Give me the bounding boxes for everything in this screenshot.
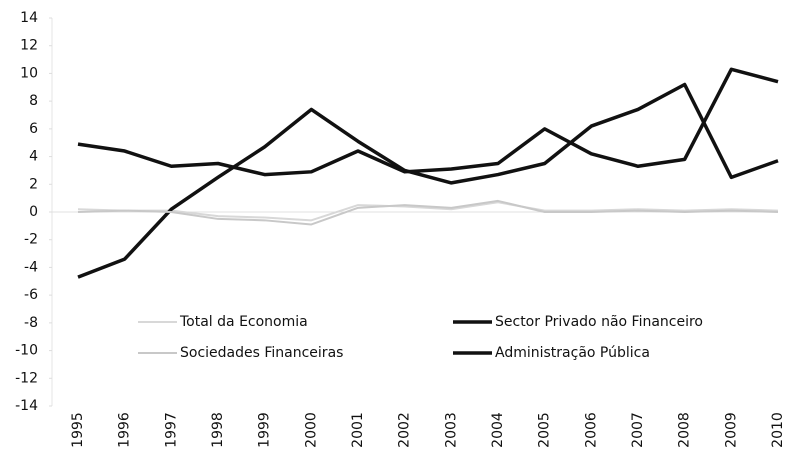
x-tick-label: 2010 — [770, 412, 786, 448]
x-tick-label: 2007 — [630, 412, 646, 448]
series-line — [77, 199, 779, 226]
x-tick-label: 2006 — [583, 412, 599, 448]
y-tick-label: 6 — [29, 121, 38, 137]
y-tick-label: -6 — [24, 287, 38, 303]
y-tick-label: 14 — [20, 10, 38, 26]
y-tick-label: -12 — [15, 370, 38, 386]
y-tick-label: -14 — [15, 398, 38, 414]
y-tick-label: -8 — [24, 315, 38, 331]
x-tick-label: 2009 — [723, 412, 739, 448]
legend-label: Administração Pública — [495, 345, 650, 361]
legend-label: Total da Economia — [179, 314, 308, 330]
series-line — [77, 82, 779, 279]
x-tick-label: 1999 — [257, 412, 273, 448]
y-tick-label: 0 — [29, 204, 38, 220]
series-line — [77, 67, 779, 177]
series-line — [77, 201, 779, 222]
y-tick-label: 2 — [29, 176, 38, 192]
x-tick-label: 1997 — [163, 412, 179, 448]
legend-label: Sector Privado não Financeiro — [495, 314, 703, 330]
x-tick-label: 2003 — [443, 412, 459, 448]
y-tick-label: 4 — [29, 149, 38, 165]
y-tick-label: 10 — [20, 65, 38, 81]
y-tick-label: 12 — [20, 38, 38, 54]
x-tick-label: 1996 — [117, 412, 133, 448]
y-tick-label: -2 — [24, 232, 38, 248]
x-tick-label: 2005 — [537, 412, 553, 448]
x-tick-label: 2001 — [350, 412, 366, 448]
y-tick-label: -10 — [15, 343, 38, 359]
y-tick-label: 8 — [29, 93, 38, 109]
legend-label: Sociedades Financeiras — [180, 345, 343, 361]
y-tick-label: -4 — [24, 259, 38, 275]
x-tick-label: 2000 — [303, 412, 319, 448]
x-tick-label: 2004 — [490, 412, 506, 448]
x-tick-label: 2008 — [677, 412, 693, 448]
x-tick-label: 1998 — [210, 412, 226, 448]
x-tick-label: 2002 — [397, 412, 413, 448]
x-tick-label: 1995 — [70, 412, 86, 448]
